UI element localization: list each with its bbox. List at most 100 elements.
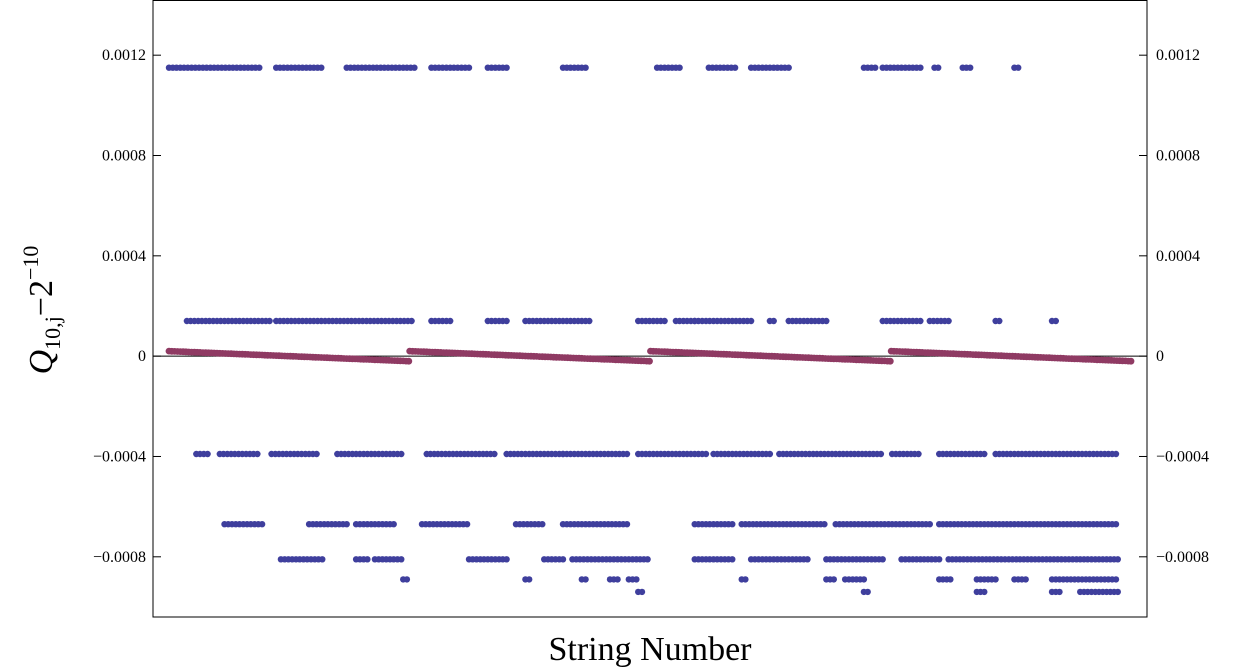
data-point: [823, 317, 830, 325]
series-blue-points: [165, 64, 1122, 596]
x-axis-title: String Number: [548, 631, 752, 667]
data-point: [411, 64, 418, 71]
plot-frame: [152, 0, 1148, 618]
data-point: [254, 450, 261, 458]
data-point: [408, 317, 415, 325]
data-point: [877, 450, 885, 458]
data-point: [821, 521, 828, 528]
data-point: [463, 521, 471, 528]
y-tick-label-right: 0.0012: [1156, 47, 1200, 64]
data-point: [313, 450, 320, 458]
data-point: [702, 450, 710, 458]
data-point: [398, 450, 405, 458]
data-point: [1114, 588, 1122, 596]
data-point: [967, 64, 974, 71]
data-point: [447, 317, 454, 325]
data-point: [638, 588, 646, 596]
data-point: [646, 357, 653, 365]
y-axis-title-subscript: 10,j: [40, 316, 65, 350]
y-tick-label-left: 0.0008: [102, 148, 146, 165]
right-axis: 0.0012 0.0008 0.0004 0 −0.0004 −0.0008: [1139, 47, 1209, 566]
data-point: [945, 317, 952, 325]
data-point: [729, 556, 736, 563]
data-point: [1127, 357, 1135, 365]
data-point: [633, 576, 640, 583]
data-point: [1052, 317, 1060, 325]
data-point: [582, 64, 589, 71]
data-point: [731, 64, 739, 71]
y-tick-label-right: 0.0004: [1156, 248, 1200, 265]
data-point: [864, 588, 871, 596]
data-point: [343, 521, 350, 528]
data-point: [879, 556, 886, 563]
data-point: [1112, 450, 1120, 458]
data-point: [256, 64, 263, 71]
data-point: [644, 556, 651, 563]
data-point: [204, 450, 211, 458]
data-point: [936, 556, 943, 563]
data-point: [403, 576, 411, 583]
data-point: [582, 576, 589, 583]
data-point: [266, 317, 273, 325]
data-point: [860, 576, 868, 583]
data-point: [981, 450, 988, 458]
data-point: [318, 64, 325, 71]
data-point: [661, 317, 668, 325]
data-point: [947, 576, 954, 583]
y-tick-label-right: −0.0008: [1156, 549, 1209, 566]
data-point: [623, 450, 631, 458]
data-point: [1112, 521, 1120, 528]
y-tick-label-left: 0.0004: [102, 248, 146, 265]
data-point: [319, 556, 326, 563]
data-point: [390, 521, 397, 528]
data-point: [1022, 576, 1029, 583]
data-point: [539, 521, 546, 528]
data-point: [526, 576, 533, 583]
data-point: [935, 64, 942, 71]
left-axis: 0.0012 0.0008 0.0004 0 −0.0004 −0.0008: [93, 47, 161, 566]
data-point: [830, 576, 837, 583]
y-tick-label-right: 0: [1156, 348, 1164, 365]
y-axis-title-power-base: 2: [23, 280, 60, 297]
data-point: [886, 357, 894, 365]
data-point: [996, 317, 1003, 325]
data-point: [258, 521, 266, 528]
y-tick-label-right: 0.0008: [1156, 148, 1200, 165]
y-tick-label-left: −0.0008: [93, 549, 146, 566]
y-axis-title-superscript: −10: [18, 246, 43, 280]
data-point: [926, 521, 933, 528]
data-point: [491, 450, 498, 458]
data-point: [766, 450, 774, 458]
data-point: [917, 317, 924, 325]
data-point: [676, 64, 683, 71]
data-point: [364, 556, 371, 563]
data-point: [747, 317, 755, 325]
data-point: [503, 317, 510, 325]
data-point: [614, 576, 621, 583]
data-point: [915, 450, 922, 458]
data-point: [1114, 556, 1122, 563]
data-point: [398, 556, 405, 563]
data-point: [623, 521, 631, 528]
data-point: [586, 317, 593, 325]
data-point: [559, 556, 567, 563]
data-point: [785, 64, 792, 71]
y-axis-title-operator: −: [23, 297, 60, 316]
data-point: [917, 64, 924, 71]
data-point: [1056, 588, 1063, 596]
data-point: [742, 576, 749, 583]
data-point: [503, 64, 510, 71]
data-point: [405, 357, 413, 365]
y-axis-title: Q10,j−2−10: [18, 246, 65, 375]
data-point: [992, 576, 999, 583]
data-point: [465, 64, 473, 71]
data-point: [804, 556, 811, 563]
data-point: [981, 588, 988, 596]
data-point: [770, 317, 777, 325]
series-red-points: [165, 347, 1135, 365]
data-point: [503, 556, 510, 563]
y-tick-label-left: 0.0012: [102, 47, 146, 64]
y-tick-label-right: −0.0004: [1156, 448, 1209, 465]
data-point: [1015, 64, 1022, 71]
